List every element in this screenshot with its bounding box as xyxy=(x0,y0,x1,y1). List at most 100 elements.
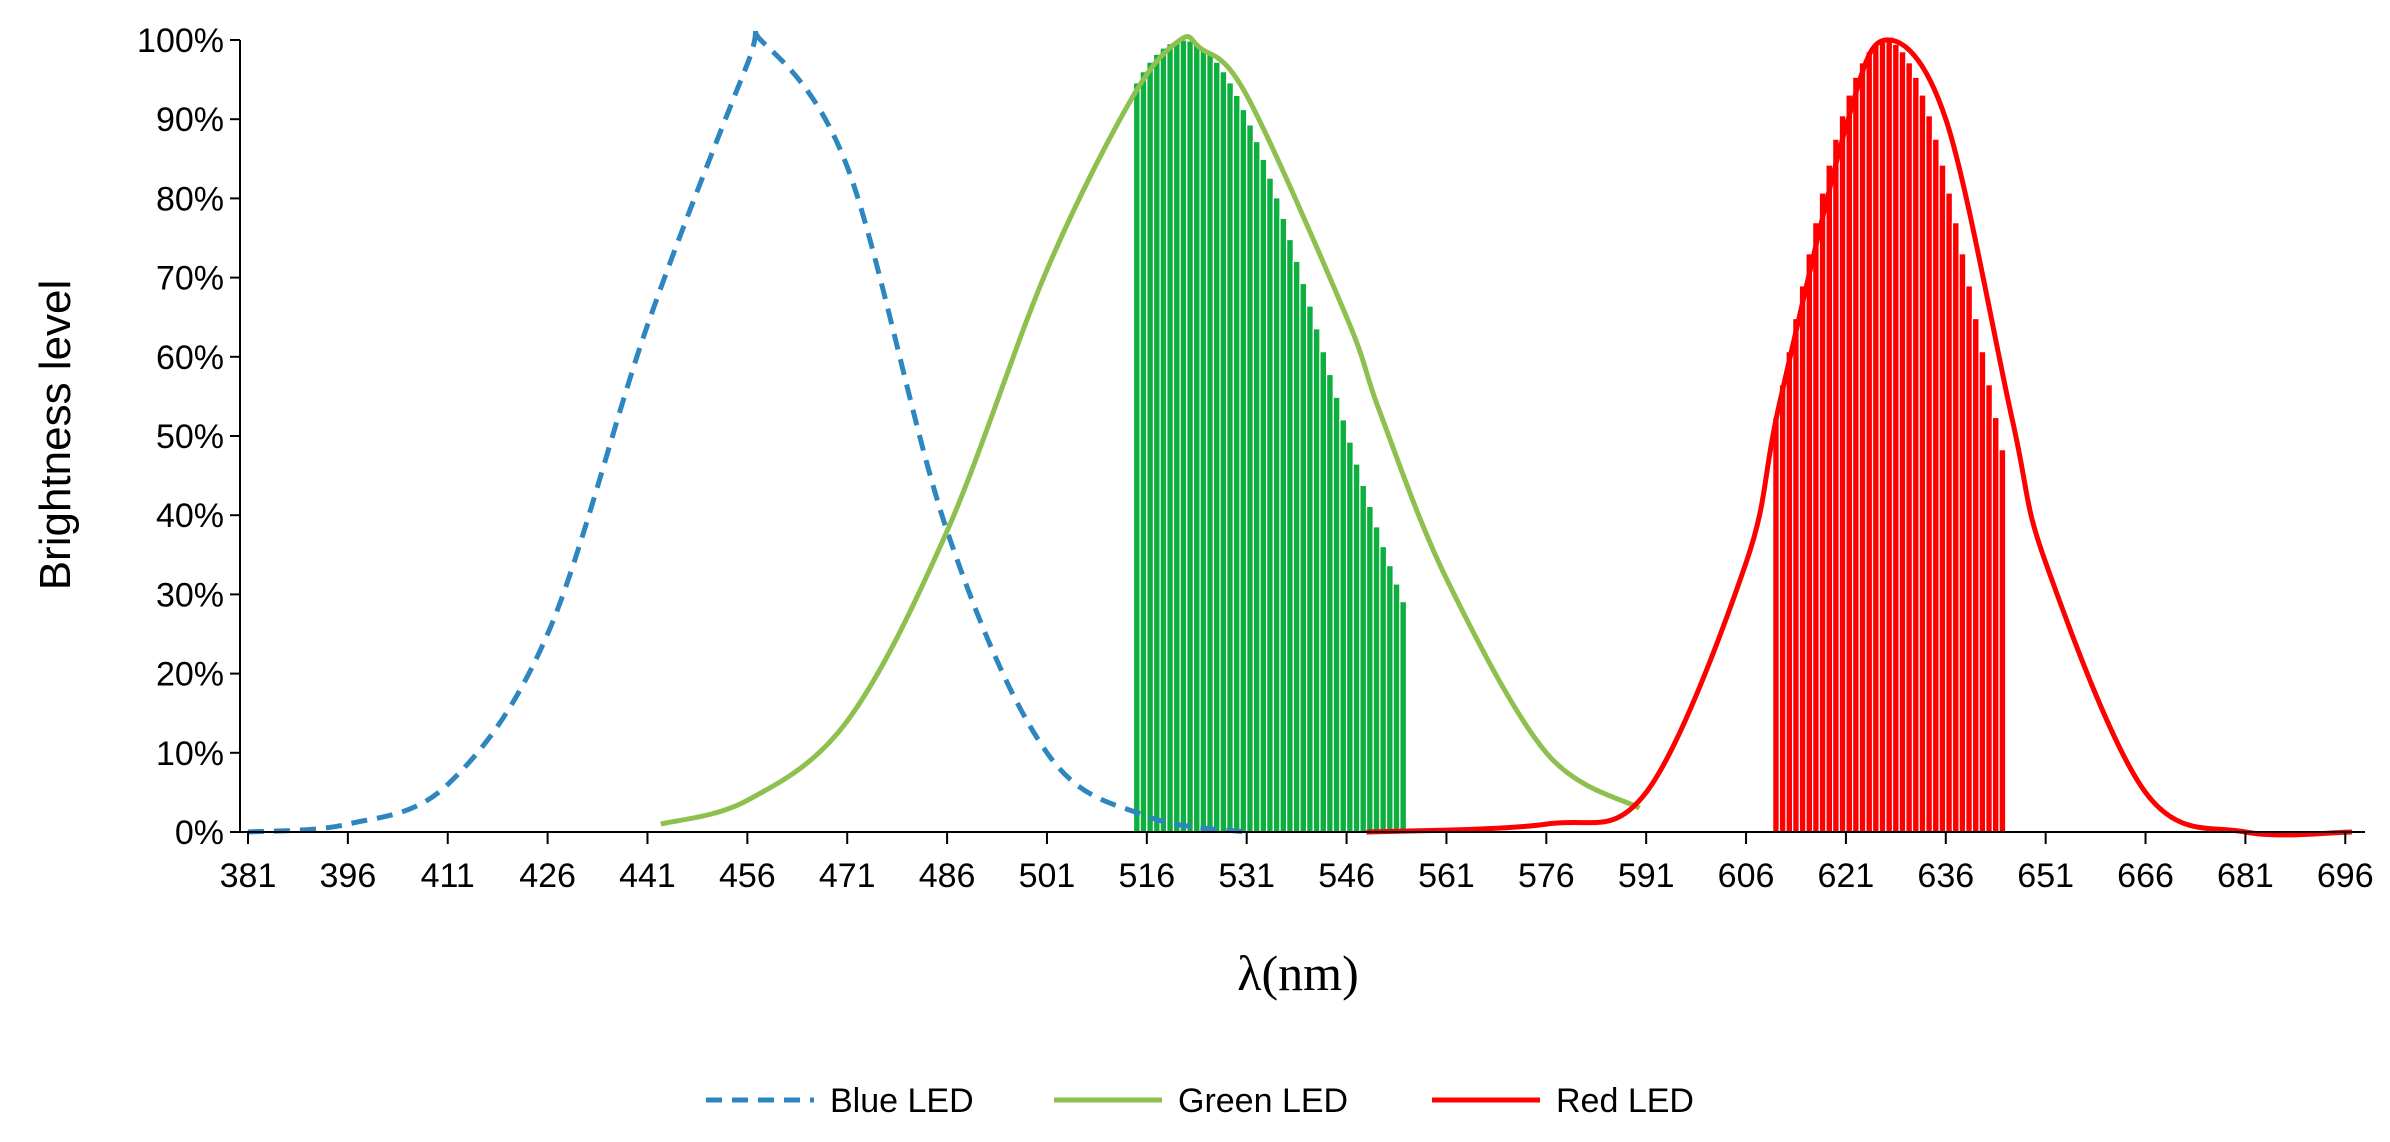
x-tick-label: 381 xyxy=(220,857,277,895)
fill-bar xyxy=(1871,43,1880,833)
fill-bar xyxy=(1858,62,1867,833)
fill-bar xyxy=(1306,305,1314,833)
fill-bar xyxy=(1379,545,1388,833)
fill-bar xyxy=(1352,463,1361,833)
fill-bar xyxy=(1325,373,1334,833)
x-axis-label: λ(nm) xyxy=(1237,945,1358,1001)
x-tick-label: 486 xyxy=(919,857,976,895)
fill-bar xyxy=(1139,71,1148,833)
y-tick-label: 10% xyxy=(156,735,224,773)
x-tick-label: 501 xyxy=(1019,857,1076,895)
fill-bar xyxy=(1132,82,1141,833)
fill-bar xyxy=(1778,384,1787,833)
fill-bar xyxy=(1192,42,1201,833)
fill-bar xyxy=(1146,61,1155,833)
x-tick-label: 561 xyxy=(1418,857,1475,895)
fill-bar xyxy=(1259,158,1268,833)
series-line-green-led xyxy=(660,34,1641,827)
fill-bar xyxy=(1891,43,1900,833)
x-tick-label: 576 xyxy=(1518,857,1575,895)
fill-bar xyxy=(1226,82,1234,833)
legend-label-blue: Blue LED xyxy=(830,1082,974,1120)
x-tick-label: 396 xyxy=(320,857,377,895)
fill-bar xyxy=(1918,94,1927,833)
fill-bar xyxy=(1945,192,1954,833)
fill-bar xyxy=(1399,600,1408,833)
fill-bar xyxy=(1938,164,1947,833)
fill-bar xyxy=(1785,351,1794,833)
fill-bar xyxy=(1252,140,1261,833)
x-tick-label: 591 xyxy=(1618,857,1675,895)
x-tick-label: 426 xyxy=(519,857,576,895)
x-tick-label: 636 xyxy=(1917,857,1974,895)
fill-bar xyxy=(1998,449,2007,833)
fill-bar xyxy=(1166,42,1175,833)
y-tick-label: 50% xyxy=(156,418,224,456)
fill-bar xyxy=(1965,285,1974,833)
fill-bar xyxy=(1865,51,1874,833)
fill-bar xyxy=(1332,396,1341,833)
fill-bar xyxy=(1958,253,1967,833)
fill-bar xyxy=(1385,565,1394,833)
y-tick-label: 40% xyxy=(156,497,224,535)
fill-bar xyxy=(1991,416,2000,833)
x-tick-label: 681 xyxy=(2217,857,2274,895)
fill-bar xyxy=(1845,94,1854,833)
fill-bar xyxy=(1365,505,1374,833)
y-tick-label: 70% xyxy=(156,260,224,298)
legend-label-red: Red LED xyxy=(1556,1082,1694,1120)
fill-bar xyxy=(1345,441,1354,833)
x-tick-label: 471 xyxy=(819,857,876,895)
fill-bar xyxy=(1186,40,1195,833)
fill-bar xyxy=(1292,260,1301,833)
x-tick-label: 606 xyxy=(1718,857,1775,895)
fill-bar xyxy=(1159,47,1168,833)
fill-bar xyxy=(1219,71,1228,833)
fill-bar xyxy=(1239,108,1248,833)
fill-bar xyxy=(1905,62,1914,833)
legend-label-green: Green LED xyxy=(1178,1082,1348,1120)
fill-bar xyxy=(1911,76,1920,833)
fill-bar xyxy=(1319,351,1328,833)
fill-bar xyxy=(1931,138,1940,833)
fill-bar xyxy=(1798,285,1807,833)
x-tick-label: 411 xyxy=(421,857,475,895)
fill-bar xyxy=(1805,253,1814,833)
fill-bar xyxy=(1212,61,1221,833)
fill-bar xyxy=(1885,39,1894,833)
y-tick-label: 20% xyxy=(156,656,224,694)
fill-bar xyxy=(1838,115,1847,833)
fill-bar xyxy=(1812,222,1820,833)
fill-bar xyxy=(1286,238,1294,833)
legend: Blue LED Green LED Red LED xyxy=(706,1082,1694,1120)
fill-bar xyxy=(1279,217,1288,833)
fill-bar xyxy=(1851,76,1860,833)
fill-bar xyxy=(1825,164,1834,833)
fill-bar xyxy=(1312,328,1321,833)
fill-bar xyxy=(1372,526,1381,833)
x-tick-label: 516 xyxy=(1118,857,1175,895)
fill-bar xyxy=(1359,484,1368,833)
fill-bar xyxy=(1172,40,1181,833)
fill-bar xyxy=(1878,39,1887,833)
fill-bar xyxy=(1985,384,1993,833)
fill-bar xyxy=(1898,51,1907,833)
fill-bar xyxy=(1392,583,1401,833)
series-line-blue-led xyxy=(247,24,1248,835)
fill-bar xyxy=(1339,419,1348,833)
y-axis-label: Brightness level xyxy=(31,280,80,591)
x-tick-label: 651 xyxy=(2017,857,2074,895)
x-tick-label: 531 xyxy=(1218,857,1275,895)
fill-bar xyxy=(1179,39,1188,833)
x-tick-label: 696 xyxy=(2317,857,2374,895)
fill-bar xyxy=(1772,416,1780,833)
fill-bar xyxy=(1206,53,1215,833)
x-tick-label: 621 xyxy=(1818,857,1875,895)
axes-layer: 0% 10% 20% 30% 40% 50% 60% 70% 80% 90% 100% 381 396 4… xyxy=(137,22,2374,895)
fill-bar xyxy=(1299,282,1308,833)
curve-layer xyxy=(247,24,2352,838)
fill-bar xyxy=(1152,53,1161,833)
fill-bar xyxy=(1246,124,1254,833)
fill-bar xyxy=(1832,138,1840,833)
fill-bar xyxy=(1925,115,1934,833)
